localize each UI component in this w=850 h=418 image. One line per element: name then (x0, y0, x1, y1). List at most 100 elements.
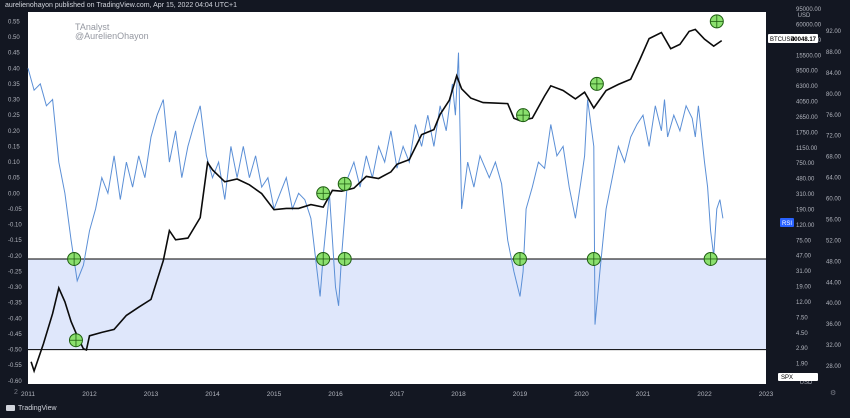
axis-left-control[interactable]: 2 (14, 389, 18, 396)
rsi-axis-tick-label: 84.00 (826, 71, 842, 77)
time-axis-tick-label: 2023 (759, 391, 774, 398)
left-axis-tick-label: -0.35 (8, 301, 22, 307)
left-axis-tick-label: -0.25 (8, 269, 22, 275)
band-fill (28, 258, 766, 350)
signal-markers (67, 14, 724, 348)
rsi-axis-tick-label: 40.00 (826, 301, 842, 307)
btc-axis-tick-label: 1.90 (796, 362, 808, 368)
btc-axis-tick-label: 310.00 (796, 192, 815, 198)
time-axis-tick-label: 2020 (574, 391, 589, 398)
rsi-axis-tick-label: 48.00 (826, 259, 842, 265)
btc-axis-tick-label: 4050.00 (796, 100, 818, 106)
tradingview-brand: TradingView (6, 405, 57, 412)
btc-axis-tick-label: 12.00 (796, 300, 812, 306)
left-axis-tick-label: -0.50 (8, 348, 22, 354)
left-axis-tick-label: -0.55 (8, 363, 22, 369)
btc-axis-tick-label: 7.50 (796, 315, 808, 321)
rsi-axis-tick-label: 44.00 (826, 280, 842, 286)
spx-badge-box (778, 373, 818, 381)
btc-axis-tick-label: 190.00 (796, 207, 815, 213)
tradingview-logo-icon (6, 405, 15, 412)
rsi-axis-tick-label: 76.00 (826, 113, 842, 119)
btc-axis-tick-label: 2650.00 (796, 115, 818, 121)
time-axis-tick-label: 2015 (267, 391, 282, 398)
rsi-axis-tick-label: 60.00 (826, 197, 842, 203)
left-axis-tick-label: 0.25 (8, 113, 20, 119)
left-axis-tick-label: 0.15 (8, 144, 20, 150)
rsi-axis-tick-label: 28.00 (826, 364, 842, 370)
rsi-series (27, 52, 724, 325)
btc-axis-tick-label: 6300.00 (796, 84, 818, 90)
left-axis-tick-label: -0.40 (8, 316, 22, 322)
left-axis-tick-label: 0.55 (8, 19, 20, 25)
left-axis-tick-label: 0.45 (8, 51, 20, 57)
btc-axis-tick-label: 120.00 (796, 223, 815, 229)
btc-axis-tick-label: 1150.00 (796, 146, 818, 152)
rsi-axis-tick-label: 88.00 (826, 50, 842, 56)
watermark-handle: @AurelienOhayon (75, 31, 149, 41)
btc-badge-value: 40048.17 (791, 37, 817, 43)
rsi-badge-label: RSI (782, 221, 792, 227)
time-axis: 2011 2012 2013 2014 2015 2016 2017 2018 2019 2020… (21, 391, 774, 398)
time-axis-tick-label: 2021 (636, 391, 651, 398)
left-axis-tick-label: 0.10 (8, 160, 20, 166)
time-axis-tick-label: 2019 (513, 391, 528, 398)
left-axis-tick-label: 0.35 (8, 82, 20, 88)
btc-badge-label: BTCUSD (770, 37, 795, 43)
btc-axis-tick-label: 9500.00 (796, 69, 818, 75)
rsi-axis-tick-label: 68.00 (826, 155, 842, 161)
rsi-axis-tick-label: 64.00 (826, 176, 842, 182)
time-axis-tick-label: 2013 (144, 391, 159, 398)
rsi-axis-tick-label: 56.00 (826, 217, 842, 223)
left-axis-tick-label: -0.30 (8, 285, 22, 291)
rsi-axis: 92.00 88.00 84.00 80.00 76.00 72.00 68.00 64.00… (826, 29, 842, 370)
left-axis-tick-label: -0.45 (8, 332, 22, 338)
rsi-axis-tick-label: 92.00 (826, 29, 842, 35)
time-axis-tick-label: 2014 (205, 391, 220, 398)
rsi-axis-tick-label: 72.00 (826, 134, 842, 140)
btc-axis-top-label: USD (798, 13, 811, 19)
time-axis-tick-label: 2022 (697, 391, 712, 398)
left-axis-tick-label: 0.30 (8, 98, 20, 104)
time-axis-tick-label: 2017 (390, 391, 405, 398)
left-axis-tick-label: 0.20 (8, 129, 20, 135)
left-axis-tick-label: -0.15 (8, 238, 22, 244)
rsi-axis-tick-label: 52.00 (826, 238, 842, 244)
btc-axis-tick-label: 15500.00 (796, 53, 822, 59)
btc-axis-tick-label: 480.00 (796, 177, 815, 183)
btc-price-line (30, 28, 723, 374)
btc-series (30, 28, 723, 374)
btc-axis-tick-label: 47.00 (796, 254, 812, 260)
left-axis-tick-label: 0.00 (8, 191, 20, 197)
btc-axis-tick-label: 4.50 (796, 331, 808, 337)
rsi-axis-tick-label: 80.00 (826, 92, 842, 98)
time-axis-tick-label: 2016 (328, 391, 343, 398)
left-axis-tick-label: -0.05 (8, 207, 22, 213)
watermark-author: TAnalyst (75, 22, 110, 32)
left-axis: 0.55 0.50 0.45 0.40 0.35 0.30 0.25 0.20 0.15 0.10… (8, 19, 22, 384)
btc-axis-tick-label: 95000.00 (796, 7, 822, 13)
left-axis-tick-label: -0.20 (8, 254, 22, 260)
btc-axis-tick-label: 75.00 (796, 238, 812, 244)
btc-axis-tick-label: 31.00 (796, 269, 812, 275)
btc-axis-tick-label: 750.00 (796, 161, 815, 167)
btc-axis-tick-label: 60000.00 (796, 22, 822, 28)
btc-axis-bottom-label: USD (800, 380, 813, 386)
rsi-axis-tick-label: 36.00 (826, 322, 842, 328)
rsi-badge-box (780, 218, 794, 227)
time-axis-tick-label: 2011 (21, 391, 35, 398)
oversold-band (28, 258, 766, 351)
time-axis-tick-label: 2018 (451, 391, 466, 398)
btc-axis-tick-label: 19.00 (796, 285, 812, 291)
left-axis-tick-label: 0.40 (8, 66, 20, 72)
rsi-axis-tick-label: 32.00 (826, 343, 842, 349)
left-axis-tick-label: -0.10 (8, 223, 22, 229)
tradingview-brand-label: TradingView (18, 405, 57, 412)
btc-badge-box (768, 34, 818, 43)
settings-gear-icon[interactable]: ⚙ (830, 390, 837, 397)
left-axis-tick-label: 0.50 (8, 35, 20, 41)
left-axis-tick-label: -0.60 (8, 379, 22, 385)
rsi-line (27, 52, 724, 325)
